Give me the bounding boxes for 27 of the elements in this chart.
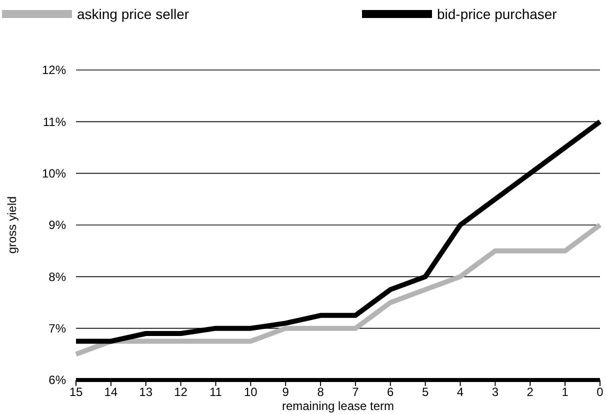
x-tick-label: 14: [104, 385, 118, 399]
x-tick-label: 11: [210, 385, 222, 399]
x-tick-label: 4: [456, 385, 464, 399]
x-tick-label: 9: [282, 385, 290, 399]
y-tick-label: 6%: [48, 373, 66, 388]
x-tick-label: 1: [562, 385, 569, 399]
x-tick-label: 15: [69, 385, 83, 399]
y-axis-title: gross yield: [5, 196, 19, 254]
x-tick-label: 5: [422, 385, 429, 399]
legend-label: bid-price purchaser: [437, 6, 558, 22]
y-tick-label: 9%: [48, 218, 66, 232]
y-tick-label: 10%: [42, 166, 66, 181]
x-tick-label: 3: [492, 385, 499, 399]
x-tick-label: 10: [244, 385, 258, 399]
x-tick-label: 2: [526, 385, 534, 399]
y-tick-label: 8%: [48, 270, 66, 284]
x-tick-label: 7: [352, 385, 360, 399]
x-tick-label: 13: [139, 385, 153, 399]
x-tick-label: 6: [387, 385, 394, 399]
y-tick-label: 7%: [48, 322, 66, 336]
x-tick-label: 8: [317, 385, 324, 399]
x-axis-title: remaining lease term: [282, 399, 394, 413]
x-tick-label: 0: [596, 385, 604, 399]
legend-label: asking price seller: [77, 6, 190, 22]
y-tick-label: 11%: [42, 114, 66, 129]
x-tick-label: 12: [174, 385, 188, 399]
y-tick-label: 12%: [42, 63, 66, 78]
